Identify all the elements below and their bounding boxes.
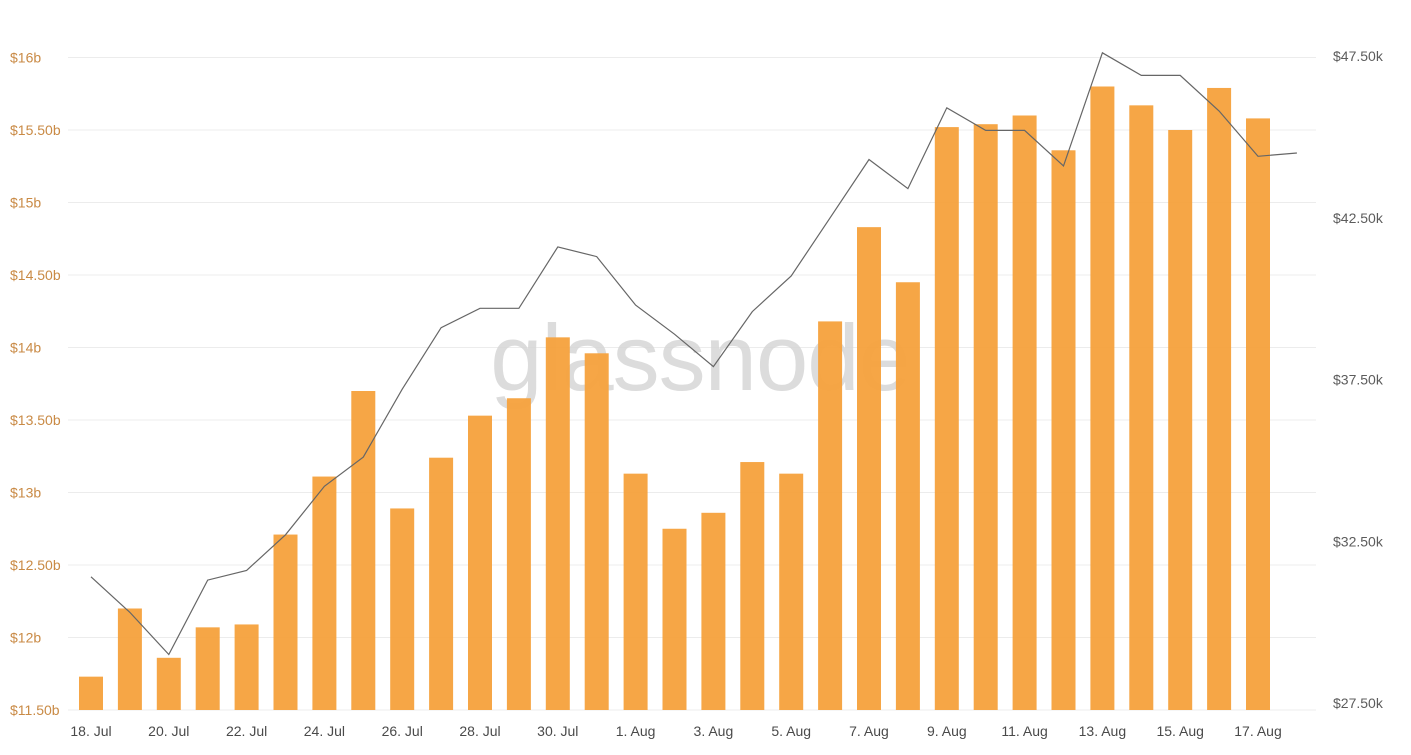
bar [1051,150,1076,711]
left-axis-tick-label: $16b [10,50,41,66]
bar [1246,118,1270,710]
right-axis-tick-label: $32.50k [1333,533,1384,549]
x-axis-layer: 18. Jul 20. Jul 22. Jul 24. Jul 26. Jul 28. J… [70,723,1281,739]
bar [468,415,492,710]
x-axis-tick-label: 26. Jul [382,723,423,739]
left-axis-tick-label: $12b [10,630,41,646]
bar [740,462,765,710]
x-axis-tick-label: 13. Aug [1079,723,1127,739]
bar [1090,86,1115,710]
left-axis-tick-label: $13.50b [10,412,61,428]
price-line [90,51,1297,656]
bar [779,473,804,710]
x-axis-tick-label: 17. Aug [1234,723,1282,739]
x-axis-tick-label: 18. Jul [70,723,111,739]
x-axis-tick-label: 20. Jul [148,723,189,739]
right-axis-layer: $27.50k $32.50k $37.50k $42.50k $47.50k [1333,48,1384,711]
x-axis-tick-label: 9. Aug [927,723,967,739]
bar [273,534,298,710]
bar [351,391,376,710]
bar [506,398,531,710]
bar [1168,130,1193,710]
bar [79,676,103,710]
bar [117,608,142,710]
bar [973,124,998,710]
left-axis-tick-label: $12.50b [10,557,61,573]
left-axis-layer: $11.50b $12b $12.50b $13b $13.50b $14b $14.50b… [10,50,61,719]
x-axis-tick-label: 30. Jul [537,723,578,739]
right-axis-tick-label: $47.50k [1333,48,1384,64]
x-axis-tick-label: 24. Jul [304,723,345,739]
left-axis-tick-label: $14b [10,340,41,356]
bar [1207,87,1232,710]
bar [390,508,415,710]
bars-layer [79,86,1270,711]
bar [429,457,454,710]
bar [857,227,881,710]
x-axis-tick-label: 1. Aug [616,723,656,739]
bar [195,627,220,710]
bar [312,476,337,710]
bar [1129,105,1154,711]
bar [584,353,609,710]
right-axis-tick-label: $42.50k [1333,210,1384,226]
x-axis-tick-label: 15. Aug [1156,723,1204,739]
bar [623,473,648,710]
left-axis-tick-label: $13b [10,485,41,501]
x-axis-tick-label: 22. Jul [226,723,267,739]
x-axis-tick-label: 7. Aug [849,723,889,739]
x-axis-tick-label: 3. Aug [694,723,734,739]
left-axis-tick-label: $15b [10,195,41,211]
left-axis-tick-label: $11.50b [10,702,60,718]
bar [234,624,259,710]
right-axis-tick-label: $27.50k [1333,695,1384,711]
bar [818,321,843,710]
bar [662,528,687,710]
right-axis-tick-label: $37.50k [1333,372,1384,388]
bar [156,657,181,710]
x-axis-tick-label: 28. Jul [459,723,500,739]
left-axis-tick-label: $15.50b [10,122,61,138]
bar [934,127,959,711]
x-axis-tick-label: 5. Aug [771,723,811,739]
bar [701,512,726,710]
x-axis-tick-label: 11. Aug [1001,723,1047,739]
bar [895,282,920,710]
bar [545,337,570,710]
bar [1012,115,1037,710]
left-axis-tick-label: $14.50b [10,267,61,283]
